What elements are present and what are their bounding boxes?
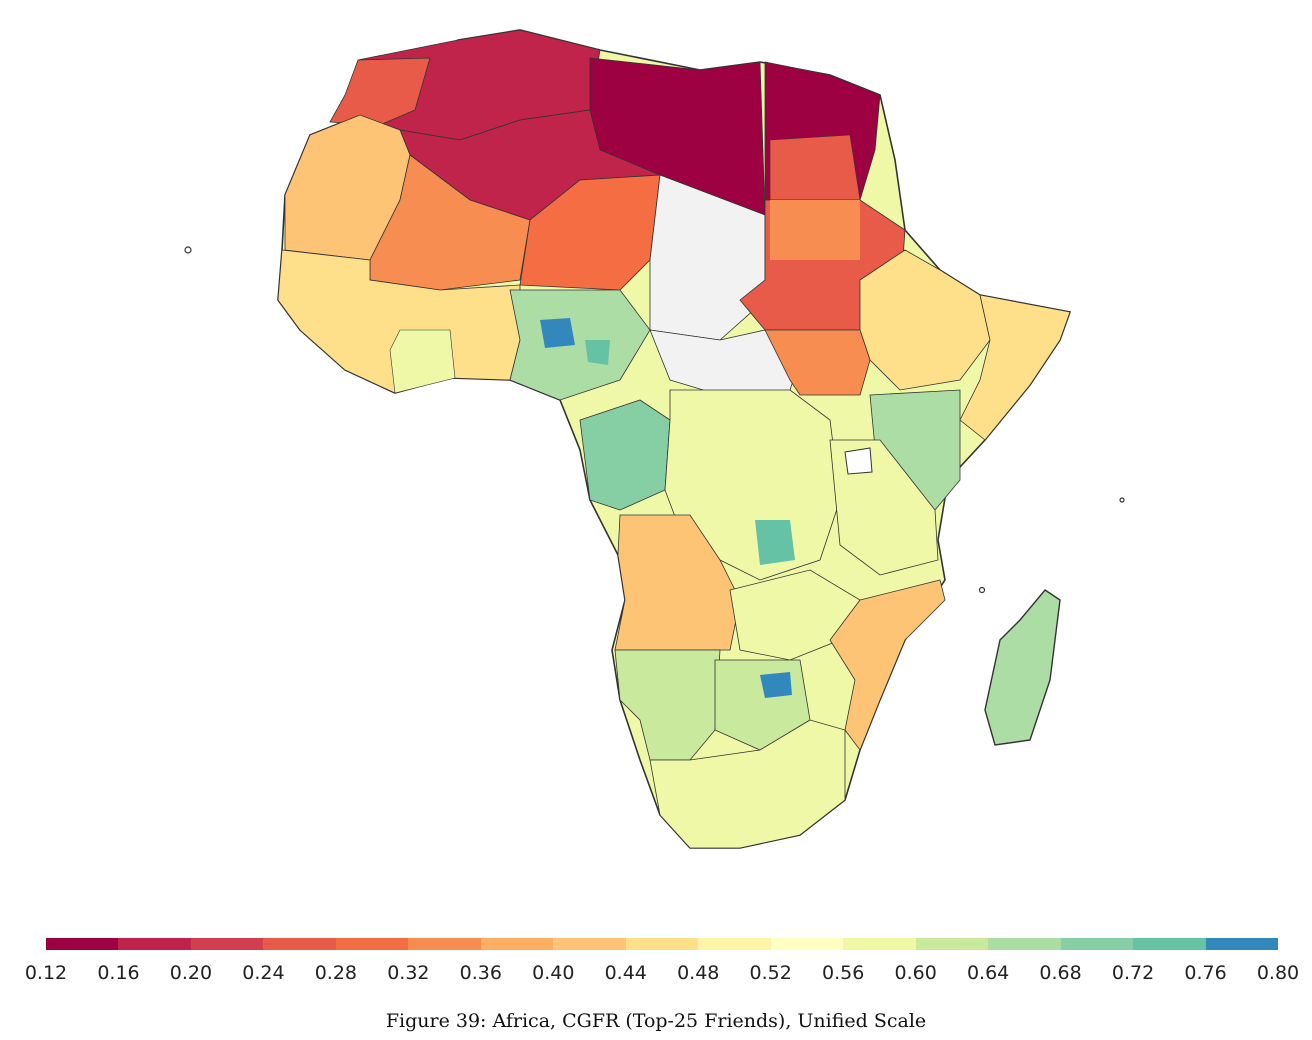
colorbar-tick-label: 0.60	[894, 962, 937, 984]
colorbar-segment	[1133, 938, 1206, 950]
colorbar-segment	[770, 938, 844, 950]
colorbar-segment	[915, 938, 989, 950]
colorbar-segment	[263, 938, 336, 950]
colorbar-tick-label: 0.28	[314, 962, 358, 984]
colorbar-tick-label: 0.36	[459, 962, 502, 984]
colorbar-segment	[1205, 938, 1278, 950]
region-nigeria-blue-2	[585, 340, 610, 365]
colorbar	[46, 938, 1278, 950]
colorbar-tick-label: 0.56	[822, 962, 865, 984]
colorbar-tick-label: 0.72	[1111, 962, 1155, 984]
colorbar-segment	[118, 938, 191, 950]
region-south-africa	[649, 719, 846, 849]
colorbar-tick-label: 0.20	[169, 962, 213, 984]
colorbar-tick-label: 0.24	[242, 962, 285, 984]
colorbar-segment	[843, 938, 916, 950]
region-botswana-blue	[760, 672, 792, 698]
region-namibia	[614, 649, 721, 761]
colorbar-tick-label: 0.68	[1039, 962, 1082, 984]
colorbar-tick-label: 0.32	[387, 962, 430, 984]
region-mozambique	[829, 579, 946, 751]
colorbar-tick-label: 0.16	[97, 962, 140, 984]
island-seychelles	[1119, 497, 1125, 503]
colorbar-tick-label: 0.12	[24, 962, 68, 984]
colorbar-tick-label: 0.40	[532, 962, 575, 984]
region-ivory-coast	[389, 329, 456, 394]
region-madagascar	[984, 589, 1061, 746]
region-drc-blue	[755, 520, 795, 565]
region-south-sudan	[764, 329, 871, 396]
region-nigeria-blue-1	[540, 318, 575, 348]
map-canvas	[184, 29, 1125, 849]
region-cameroon-gabon	[579, 399, 671, 511]
colorbar-segment	[698, 938, 771, 950]
colorbar-segment	[553, 938, 626, 950]
figure-caption: Figure 39: Africa, CGFR (Top-25 Friends)…	[385, 1010, 927, 1032]
island-comoros	[978, 586, 986, 594]
colorbar-segment	[46, 938, 119, 950]
region-nigeria	[509, 289, 651, 401]
colorbar-tick-label: 0.44	[604, 962, 647, 984]
colorbar-segment	[190, 938, 264, 950]
region-sudan-north	[770, 200, 860, 260]
africa-choropleth-map	[184, 29, 1125, 849]
colorbar-segment	[408, 938, 481, 950]
colorbar-segment	[1060, 938, 1134, 950]
colorbar-tick-label: 0.76	[1184, 962, 1227, 984]
region-somalia	[959, 294, 1071, 441]
colorbar-ticks: 0.12 0.16 0.20 0.24 0.28 0.32 0.36 0.40 0.44 0.48…	[25, 962, 1299, 984]
island-cape-verde	[184, 246, 192, 254]
colorbar-segment	[335, 938, 409, 950]
colorbar-tick-label: 0.64	[966, 962, 1010, 984]
colorbar-tick-label: 0.48	[677, 962, 720, 984]
region-lake-victoria	[844, 447, 873, 475]
colorbar-segment	[988, 938, 1061, 950]
region-drc	[664, 389, 841, 581]
colorbar-segment	[480, 938, 554, 950]
region-egypt-south	[769, 134, 861, 201]
colorbar-tick-label: 0.80	[1256, 962, 1300, 984]
colorbar-segment	[625, 938, 699, 950]
colorbar-tick-label: 0.52	[749, 962, 792, 984]
